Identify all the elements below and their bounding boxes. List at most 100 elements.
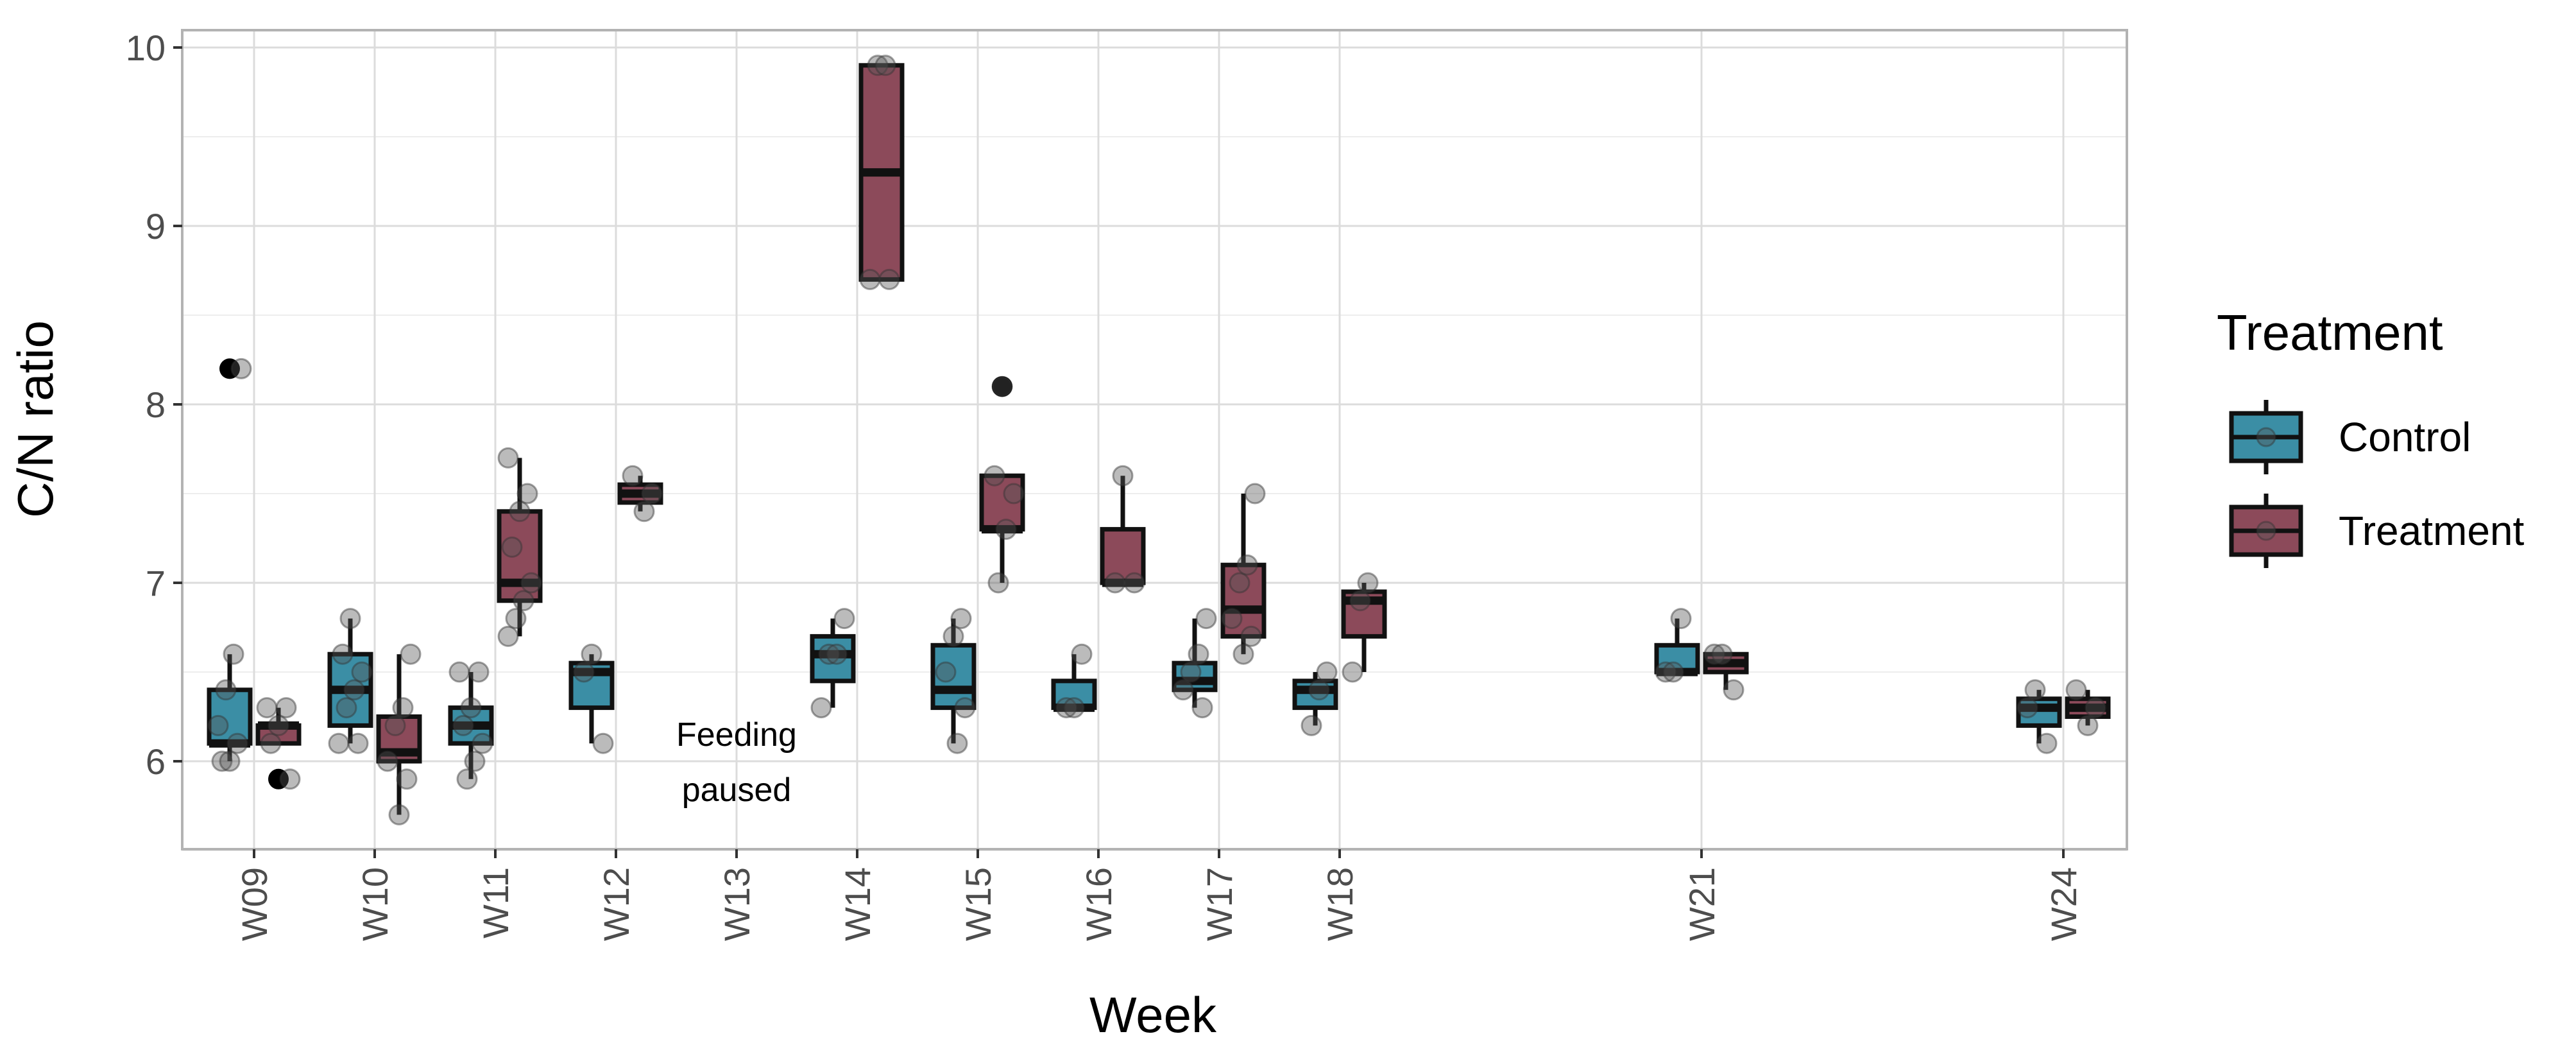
data-point <box>592 732 614 754</box>
data-point <box>859 268 881 290</box>
data-point <box>1188 643 1209 665</box>
x-axis-title: Week <box>1089 987 1217 1043</box>
x-tick-label: W11 <box>475 867 516 938</box>
legend-point <box>2256 521 2276 541</box>
data-point <box>268 714 289 736</box>
data-point <box>954 697 976 719</box>
data-point <box>1195 608 1217 630</box>
legend-entry-treatment: Treatment <box>2229 494 2525 568</box>
data-point <box>207 714 229 736</box>
data-point <box>396 768 418 790</box>
data-point <box>1233 643 1254 665</box>
outlier-point <box>268 768 289 789</box>
x-tick-label: W21 <box>1682 867 1722 941</box>
box-control-w16 <box>1051 643 1097 719</box>
box-treatment-w12 <box>617 465 663 522</box>
box-treatment-w17 <box>1220 483 1267 665</box>
box-body <box>2016 696 2062 728</box>
data-point <box>328 732 350 754</box>
data-point <box>516 483 538 505</box>
box-body <box>1292 678 1338 711</box>
data-point <box>256 697 278 719</box>
data-point <box>1221 608 1243 630</box>
y-axis: 6 7 8 9 10 <box>126 28 182 782</box>
x-tick-label: W18 <box>1320 867 1360 941</box>
x-tick-label: W16 <box>1079 867 1119 941</box>
data-point <box>464 750 486 772</box>
panel <box>182 30 2127 849</box>
annotation-text: paused <box>682 772 792 809</box>
legend-title: Treatment <box>2217 304 2443 361</box>
data-point <box>1244 483 1266 505</box>
data-point <box>497 447 519 469</box>
data-point <box>1308 679 1330 701</box>
data-point <box>2036 732 2058 754</box>
data-point <box>260 732 282 754</box>
legend-entries: Control Treatment <box>2229 400 2525 568</box>
data-point <box>2077 714 2099 736</box>
y-tick-label: 8 <box>146 384 166 425</box>
data-point <box>1003 483 1025 505</box>
data-point <box>1349 590 1371 612</box>
data-point <box>867 55 889 76</box>
data-point <box>1191 697 1213 719</box>
data-point <box>1123 572 1145 594</box>
data-point <box>505 608 527 630</box>
box-control-w21 <box>1654 608 1700 683</box>
legend-label: Control <box>2339 414 2471 460</box>
data-point <box>878 268 900 290</box>
box-body <box>810 634 856 684</box>
data-point <box>347 732 369 754</box>
series-treatment <box>255 55 2111 825</box>
data-point <box>2065 679 2087 701</box>
box-control-w9 <box>207 358 253 772</box>
data-point <box>950 608 972 630</box>
data-point <box>1055 697 1077 719</box>
data-point <box>633 501 655 522</box>
data-point <box>351 661 373 683</box>
box-body <box>979 473 1025 532</box>
data-point <box>456 768 478 790</box>
data-point <box>215 679 237 701</box>
x-tick-label: W14 <box>837 867 878 941</box>
data-point <box>818 643 840 665</box>
x-tick-label: W24 <box>2043 867 2084 941</box>
data-point <box>384 714 406 736</box>
data-point <box>1172 679 1194 701</box>
data-point <box>987 572 1009 594</box>
data-point <box>991 375 1013 397</box>
data-point <box>230 358 252 379</box>
data-point <box>468 661 490 683</box>
data-point <box>622 465 644 487</box>
legend-entry-control: Control <box>2229 400 2471 474</box>
x-tick-label: W10 <box>355 867 395 941</box>
data-point <box>460 697 482 719</box>
data-point <box>1301 714 1322 736</box>
data-point <box>995 519 1017 540</box>
y-tick-label: 10 <box>126 28 166 68</box>
data-point <box>810 697 832 719</box>
data-point <box>219 750 241 772</box>
box-treatment-w10 <box>376 643 422 825</box>
box-treatment-w15 <box>979 375 1025 594</box>
box-control-w14 <box>810 608 856 719</box>
data-point <box>377 750 398 772</box>
data-point <box>641 483 663 505</box>
data-point <box>513 590 534 612</box>
data-point <box>874 55 896 76</box>
box-control-w10 <box>327 608 373 754</box>
annotation-text: Feeding <box>676 716 797 754</box>
data-point <box>332 643 354 665</box>
y-axis-title: C/N ratio <box>7 320 64 518</box>
data-point <box>1316 661 1338 683</box>
outlier-point <box>219 358 240 379</box>
data-point <box>336 697 357 719</box>
x-tick-label: W15 <box>958 867 998 941</box>
data-point <box>826 643 848 665</box>
box-treatment-w11 <box>497 447 543 647</box>
series-control <box>207 358 2062 790</box>
data-point <box>1071 643 1093 665</box>
box-control-w11 <box>448 661 494 790</box>
annotations: Feeding paused <box>676 716 797 809</box>
